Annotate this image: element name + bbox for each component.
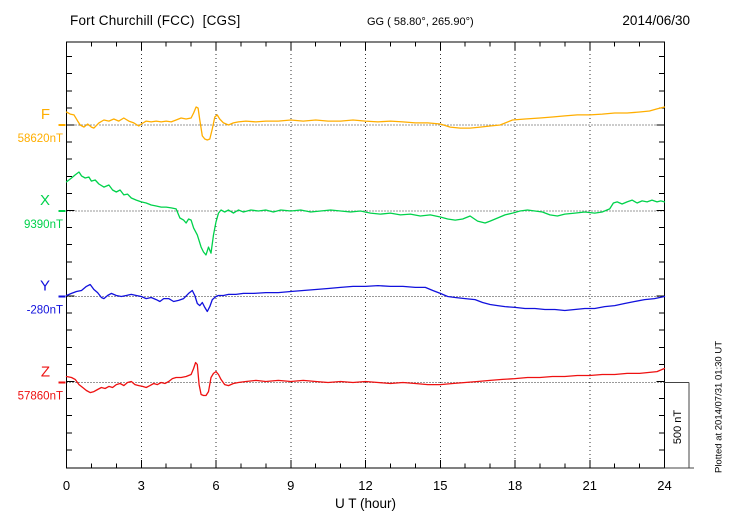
x-tick-label-9: 9 [287,478,294,493]
station-title: Fort Churchill (FCC) [CGS] [70,13,241,28]
geographic-coordinates: GG ( 58.80°, 265.90°) [367,16,474,28]
series-Y-line [65,283,666,313]
scale-bar-label: 500 nT [672,409,684,445]
series-Y-label: Y [40,278,50,295]
x-tick-label-21: 21 [583,478,597,493]
plotted-at-timestamp: Plotted at 2014/07/31 01:30 UT [713,340,725,474]
x-tick-label-0: 0 [63,478,70,493]
x-tick-label-12: 12 [358,478,372,493]
series-X-base-value: 9390nT [24,219,63,231]
x-tick-label-3: 3 [138,478,145,493]
x-axis-title: U T (hour) [335,496,396,511]
observation-date: 2014/06/30 [622,13,690,28]
series-Z-line [65,361,666,397]
series-X-label: X [40,192,50,209]
x-tick-label-24: 24 [657,478,671,493]
series-Y-base-value: -280nT [27,305,63,317]
series-F-label: F [41,106,50,123]
series-F-line [65,106,666,141]
series-X-line [65,171,666,256]
x-tick-label-6: 6 [212,478,219,493]
series-Z-base-value: 57860nT [18,391,63,403]
series-Z-label: Z [41,364,50,381]
x-tick-label-15: 15 [433,478,447,493]
series-F-base-value: 58620nT [18,133,63,145]
x-tick-label-18: 18 [508,478,522,493]
